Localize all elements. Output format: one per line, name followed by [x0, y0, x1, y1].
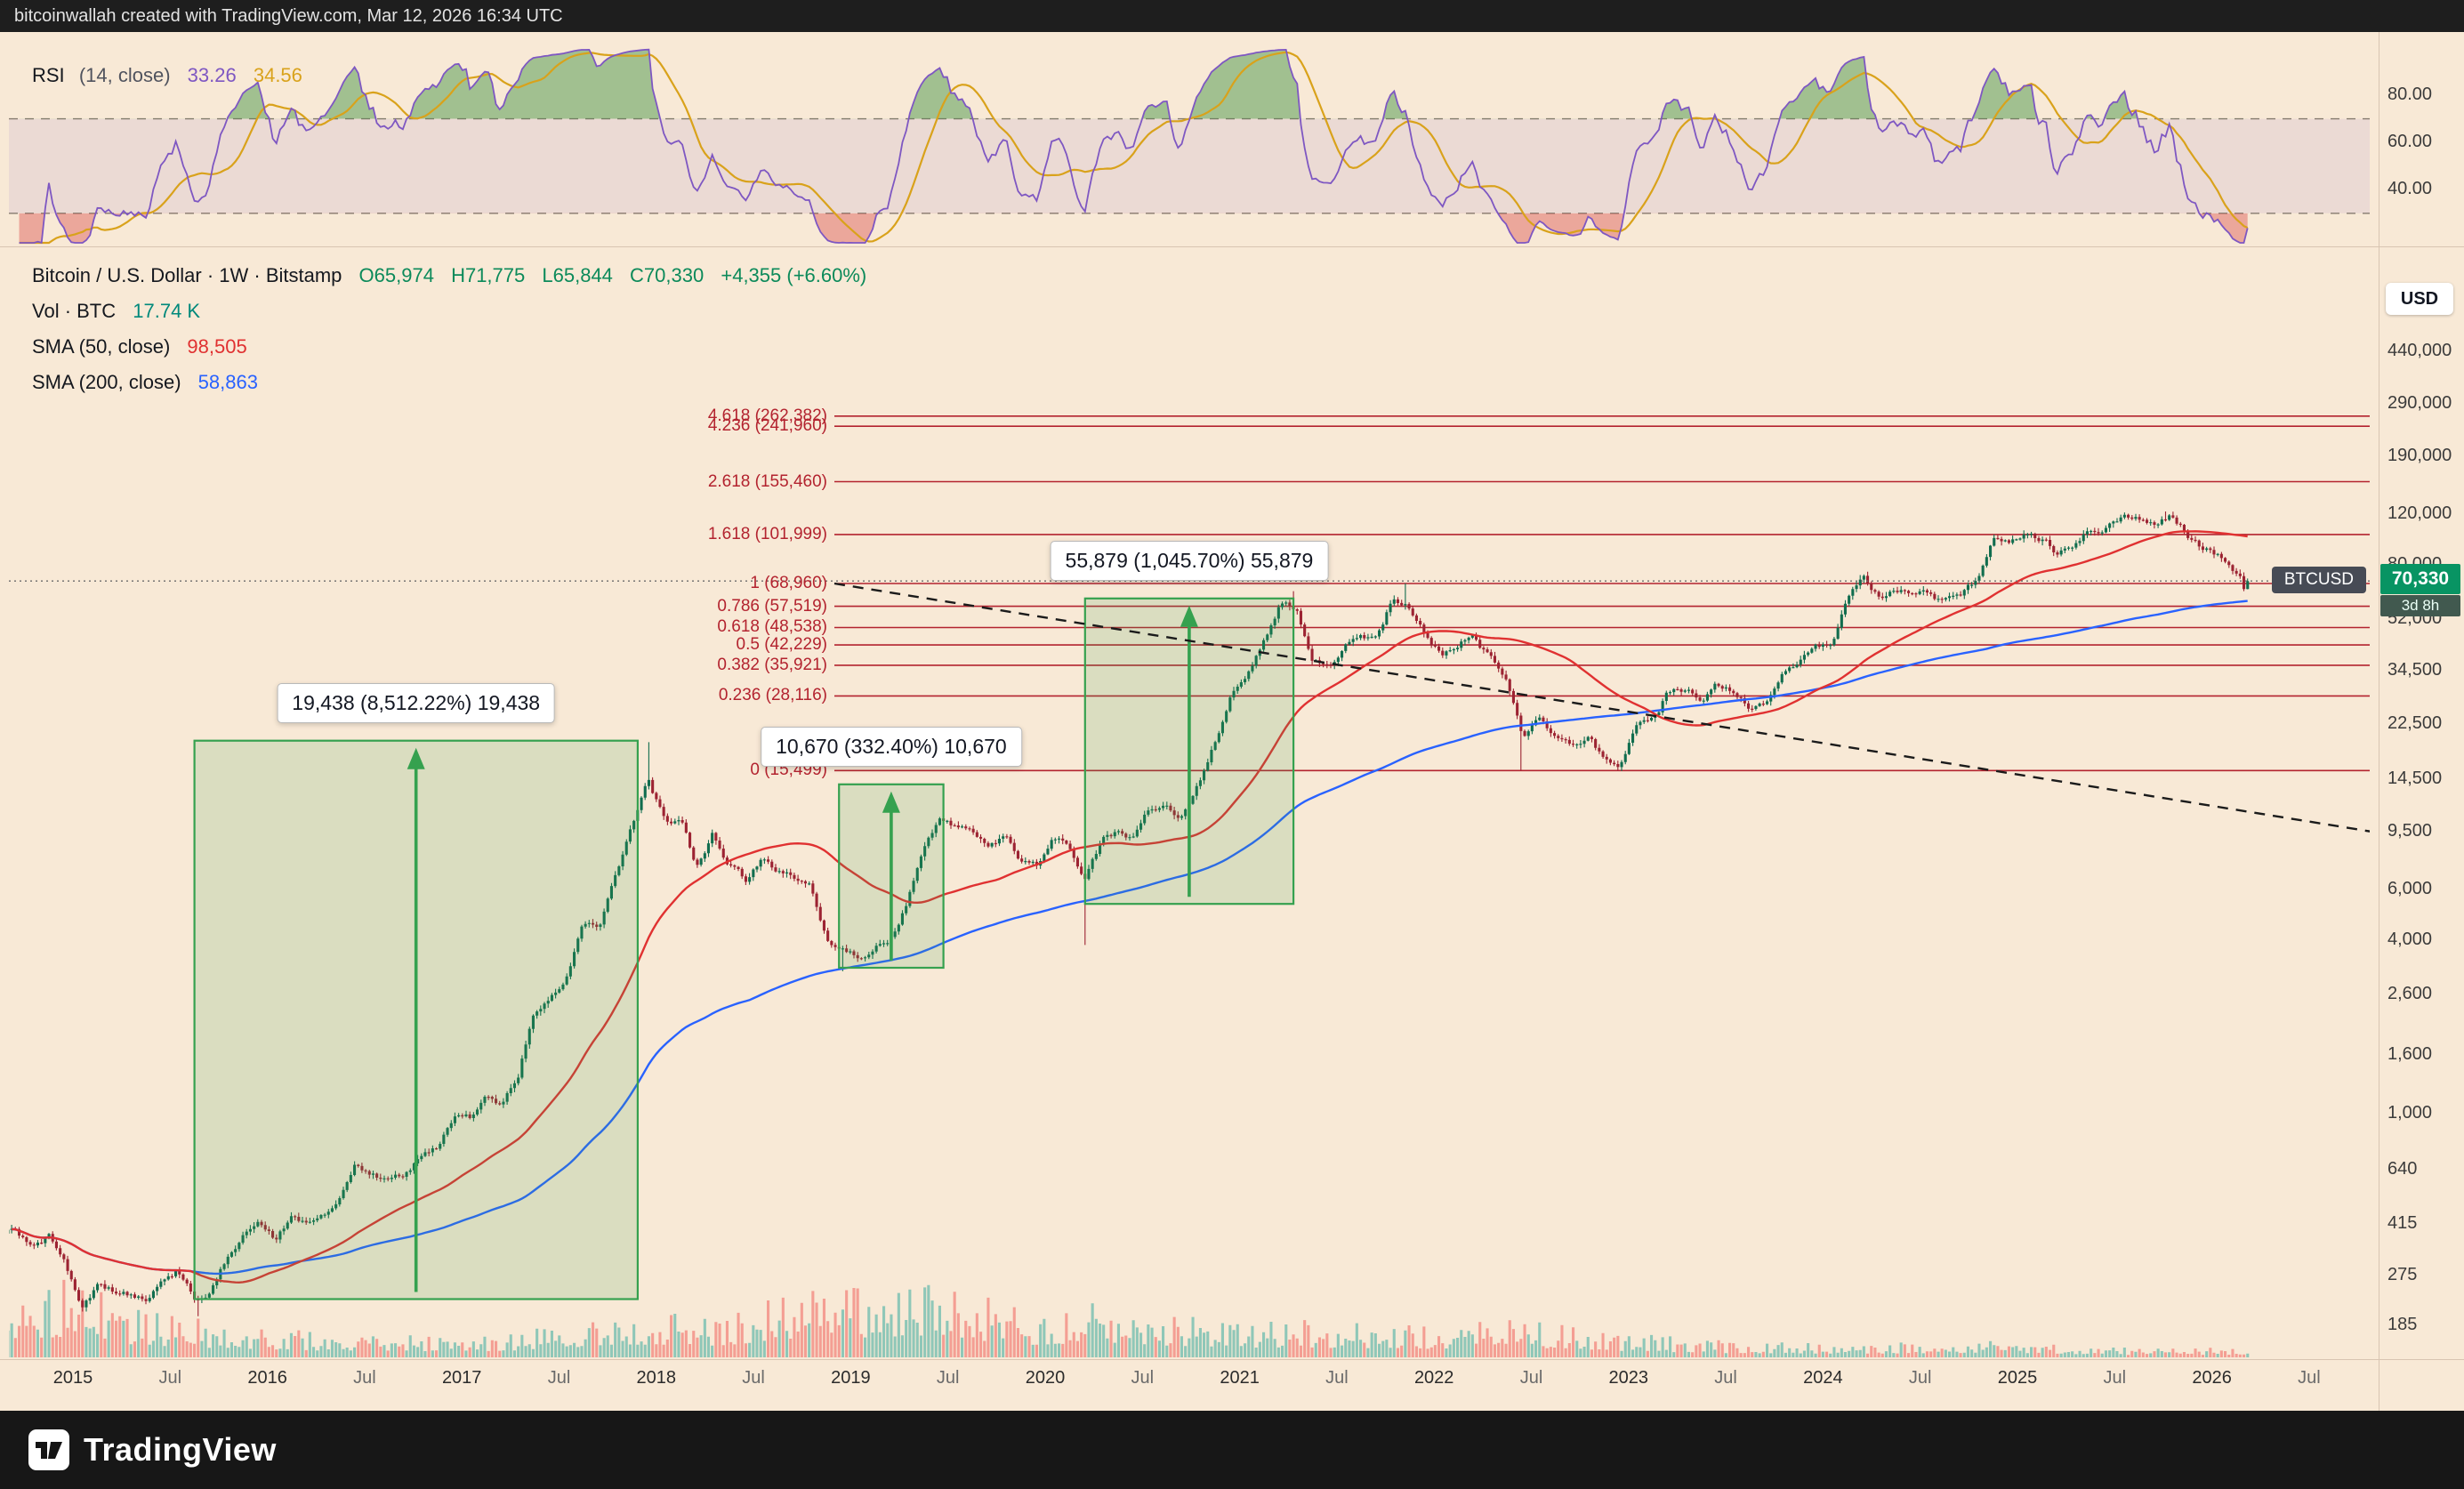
sma50-legend: SMA (50, close) 98,505 [32, 335, 247, 358]
rsi-params: (14, close) [78, 64, 171, 86]
ohlc-low: L65,844 [542, 264, 613, 286]
last-price: 70,330 [2380, 564, 2460, 595]
bar-countdown: 3d 8h [2380, 595, 2460, 617]
sma200-label[interactable]: SMA (200, close) [32, 371, 181, 393]
rsi-title[interactable]: RSI [32, 64, 65, 86]
symbol-legend: Bitcoin / U.S. Dollar · 1W · Bitstamp O6… [32, 264, 866, 287]
attribution-text: bitcoinwallah created with TradingView.c… [14, 6, 563, 26]
volume-label[interactable]: Vol · BTC [32, 300, 117, 322]
attribution-bar: bitcoinwallah created with TradingView.c… [0, 0, 2464, 32]
sma50-label[interactable]: SMA (50, close) [32, 335, 171, 358]
ohlc-close: C70,330 [630, 264, 705, 286]
rsi-pane-graphics[interactable] [9, 48, 2370, 245]
ohlc-change: +4,355 (+6.60%) [721, 264, 867, 286]
footer-bar: TradingView [0, 1411, 2464, 1489]
rsi-ma-value: 34.56 [253, 64, 302, 86]
tradingview-logo-icon[interactable] [28, 1429, 69, 1470]
range-callout-2018-2019[interactable]: 10,670 (332.40%) 10,670 [761, 726, 1022, 767]
symbol-title[interactable]: Bitcoin / U.S. Dollar · 1W · Bitstamp [32, 264, 342, 286]
volume-legend: Vol · BTC 17.74 K [32, 300, 200, 323]
rsi-value: 33.26 [187, 64, 237, 86]
symbol-price-label: BTCUSD [2271, 567, 2366, 594]
ohlc-open: O65,974 [358, 264, 434, 286]
volume-value: 17.74 K [133, 300, 201, 322]
sma50-value: 98,505 [187, 335, 247, 358]
tradingview-wordmark[interactable]: TradingView [84, 1431, 277, 1468]
sma200-value: 58,863 [197, 371, 258, 393]
range-callout-2020-2021[interactable]: 55,879 (1,045.70%) 55,879 [1050, 540, 1329, 581]
ohlc-high: H71,775 [451, 264, 526, 286]
rsi-legend: RSI (14, close) 33.26 34.56 [32, 64, 302, 87]
currency-usd-button[interactable]: USD [2386, 283, 2453, 315]
last-price-badge: 70,330 3d 8h [2380, 564, 2460, 617]
range-callout-2015-2017[interactable]: 19,438 (8,512.22%) 19,438 [277, 682, 556, 723]
sma200-legend: SMA (200, close) 58,863 [32, 371, 258, 394]
main-pane-graphics[interactable] [6, 415, 2388, 1357]
